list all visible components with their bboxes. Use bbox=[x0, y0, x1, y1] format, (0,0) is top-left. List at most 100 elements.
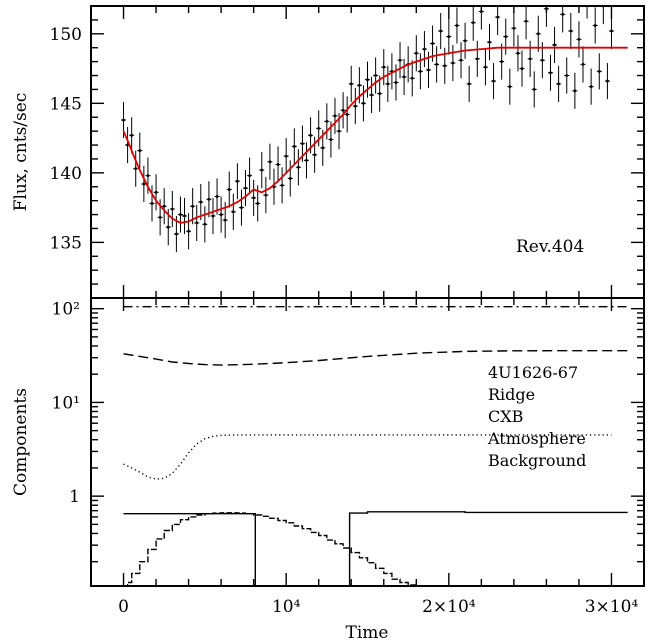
data-point bbox=[161, 188, 167, 225]
data-point bbox=[547, 54, 553, 91]
x-tick-label: 2×10⁴ bbox=[422, 597, 476, 617]
data-point bbox=[234, 163, 240, 200]
data-point bbox=[275, 146, 281, 183]
point-marker bbox=[479, 10, 483, 13]
data-point bbox=[186, 213, 192, 250]
point-marker bbox=[455, 24, 459, 27]
point-marker bbox=[443, 64, 447, 68]
data-point bbox=[279, 167, 285, 204]
point-marker bbox=[597, 69, 601, 73]
data-point bbox=[519, 50, 525, 87]
series-ridge bbox=[123, 350, 628, 366]
data-point bbox=[230, 193, 236, 230]
point-marker bbox=[223, 218, 227, 222]
data-point bbox=[592, 7, 598, 44]
data-point bbox=[564, 57, 570, 94]
series-cxb bbox=[123, 434, 612, 480]
point-marker bbox=[231, 210, 235, 214]
point-marker bbox=[532, 88, 536, 91]
point-marker bbox=[154, 190, 158, 194]
point-marker bbox=[158, 215, 162, 219]
point-marker bbox=[309, 133, 312, 137]
data-point bbox=[287, 160, 293, 197]
point-marker bbox=[374, 74, 378, 77]
point-marker bbox=[512, 26, 516, 30]
data-point bbox=[365, 61, 370, 98]
data-point bbox=[177, 196, 183, 233]
point-marker bbox=[240, 206, 243, 210]
point-marker bbox=[268, 160, 272, 164]
data-point bbox=[385, 65, 391, 102]
point-marker bbox=[431, 42, 434, 45]
point-marker bbox=[382, 65, 386, 69]
data-point bbox=[295, 149, 301, 186]
legend-entry-ridge: Ridge bbox=[488, 385, 535, 404]
point-marker bbox=[459, 58, 463, 62]
bottom-panel-ticks: 0 10⁴ 2×10⁴ 3×10⁴ 1 10¹ 10² bbox=[52, 298, 645, 617]
data-point bbox=[474, 40, 480, 77]
data-point bbox=[344, 96, 350, 133]
point-marker bbox=[516, 51, 520, 55]
point-marker bbox=[296, 165, 300, 169]
data-point bbox=[450, 44, 456, 82]
data-point bbox=[182, 197, 188, 235]
point-marker bbox=[329, 138, 333, 141]
point-marker bbox=[252, 196, 256, 200]
data-point bbox=[259, 152, 265, 189]
point-marker bbox=[317, 126, 321, 130]
data-point bbox=[588, 68, 594, 105]
data-point bbox=[194, 204, 200, 241]
point-marker bbox=[545, 7, 548, 11]
point-marker bbox=[162, 204, 166, 208]
data-point bbox=[129, 117, 135, 154]
data-point bbox=[462, 22, 468, 59]
point-marker bbox=[357, 83, 361, 87]
revolution-annotation: Rev.404 bbox=[516, 237, 584, 257]
data-point bbox=[523, 6, 529, 40]
point-marker bbox=[467, 82, 471, 86]
data-point bbox=[169, 190, 175, 228]
point-marker bbox=[288, 177, 292, 180]
data-point bbox=[283, 138, 289, 175]
data-point bbox=[600, 6, 606, 25]
point-marker bbox=[504, 35, 508, 38]
y-tick-label: 150 bbox=[50, 25, 82, 45]
data-point bbox=[190, 188, 196, 225]
data-point bbox=[491, 63, 497, 100]
data-point bbox=[503, 18, 509, 55]
data-point bbox=[543, 6, 549, 27]
data-point bbox=[149, 185, 155, 222]
legend-entry-atmosphere: Atmosphere bbox=[487, 429, 586, 448]
data-point bbox=[373, 57, 379, 94]
legend-entry-background: Background bbox=[488, 451, 586, 470]
data-point bbox=[141, 165, 147, 203]
point-marker bbox=[264, 193, 268, 197]
point-marker bbox=[561, 12, 565, 16]
y-tick-label: 135 bbox=[50, 233, 82, 253]
point-marker bbox=[475, 57, 479, 61]
point-marker bbox=[540, 58, 544, 62]
data-point bbox=[470, 6, 476, 41]
point-marker bbox=[463, 39, 467, 43]
point-marker bbox=[341, 108, 345, 112]
data-point bbox=[486, 24, 492, 61]
legend: 4U1626-67 Ridge CXB Atmosphere Backgroun… bbox=[487, 363, 586, 470]
x-tick-label: 0 bbox=[118, 597, 129, 617]
data-point bbox=[352, 88, 358, 125]
data-point bbox=[243, 170, 249, 207]
point-marker bbox=[235, 179, 239, 183]
point-marker bbox=[370, 93, 373, 97]
point-marker bbox=[569, 29, 573, 33]
point-marker bbox=[471, 21, 475, 25]
x-tick-label: 3×10⁴ bbox=[585, 597, 639, 617]
point-marker bbox=[130, 133, 134, 137]
y-tick-label: 145 bbox=[50, 94, 82, 114]
data-point bbox=[580, 46, 586, 83]
data-point bbox=[604, 63, 610, 100]
point-marker bbox=[553, 43, 556, 47]
series-atmosphere bbox=[123, 512, 417, 586]
point-marker bbox=[219, 213, 223, 216]
data-point bbox=[434, 46, 440, 83]
data-point bbox=[267, 143, 273, 180]
